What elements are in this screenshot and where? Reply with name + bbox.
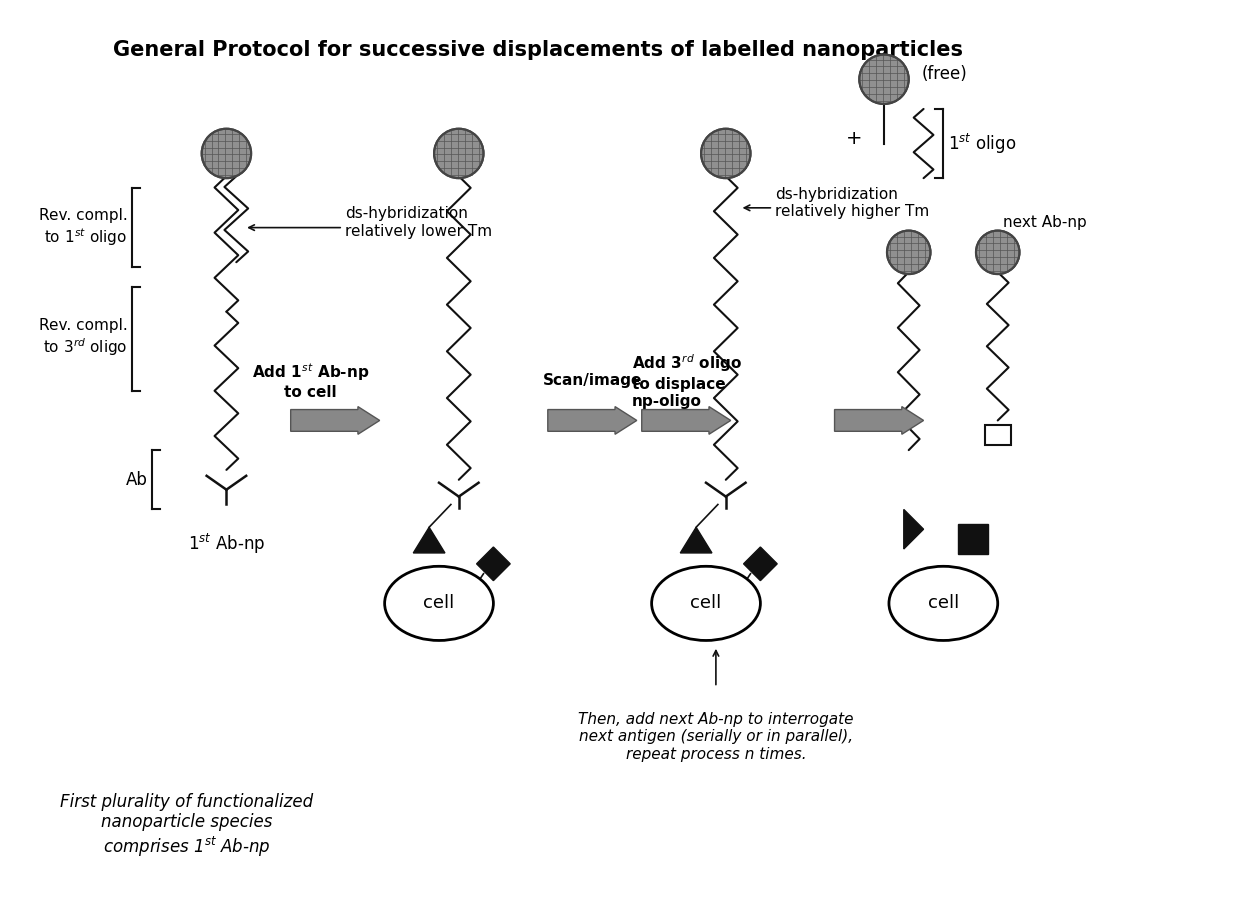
Text: ds-hybridization
relatively lower Tm: ds-hybridization relatively lower Tm <box>345 207 492 239</box>
Text: ds-hybridization
relatively higher Tm: ds-hybridization relatively higher Tm <box>775 187 930 219</box>
Polygon shape <box>476 547 510 581</box>
Text: (free): (free) <box>921 65 967 84</box>
Text: 1$^{st}$ oligo: 1$^{st}$ oligo <box>949 131 1017 155</box>
Text: Ab: Ab <box>125 471 148 489</box>
Circle shape <box>701 129 750 178</box>
Text: Rev. compl.
to 1$^{st}$ oligo: Rev. compl. to 1$^{st}$ oligo <box>38 208 128 247</box>
Text: 1$^{st}$ Ab-np: 1$^{st}$ Ab-np <box>187 532 265 556</box>
Ellipse shape <box>889 566 998 641</box>
Text: First plurality of functionalized
nanoparticle species
comprises 1$^{st}$ Ab-np: First plurality of functionalized nanopa… <box>61 792 314 859</box>
Circle shape <box>887 231 930 274</box>
Circle shape <box>976 231 1019 274</box>
Text: Add 3$^{rd}$ oligo
to displace
np-oligo: Add 3$^{rd}$ oligo to displace np-oligo <box>632 353 742 409</box>
Text: Scan/image: Scan/image <box>543 373 642 389</box>
Ellipse shape <box>652 566 760 641</box>
Polygon shape <box>744 547 777 581</box>
Text: Rev. compl.
to 3$^{rd}$ oligo: Rev. compl. to 3$^{rd}$ oligo <box>38 318 128 358</box>
Polygon shape <box>681 528 712 553</box>
Polygon shape <box>904 509 924 549</box>
Text: cell: cell <box>691 595 722 612</box>
FancyArrow shape <box>290 406 379 435</box>
Circle shape <box>202 129 252 178</box>
Circle shape <box>434 129 484 178</box>
Text: next Ab-np: next Ab-np <box>1003 215 1086 230</box>
Bar <box>985 425 1011 445</box>
Ellipse shape <box>384 566 494 641</box>
Polygon shape <box>413 528 445 553</box>
FancyArrow shape <box>642 406 730 435</box>
Polygon shape <box>959 524 988 554</box>
Circle shape <box>859 54 909 104</box>
FancyArrow shape <box>835 406 924 435</box>
Text: +: + <box>846 129 863 148</box>
Text: Add 1$^{st}$ Ab-np
to cell: Add 1$^{st}$ Ab-np to cell <box>252 361 370 401</box>
Text: cell: cell <box>423 595 455 612</box>
Text: Then, add next Ab-np to interrogate
next antigen (serially or in parallel),
repe: Then, add next Ab-np to interrogate next… <box>578 712 853 762</box>
Text: cell: cell <box>928 595 959 612</box>
Text: General Protocol for successive displacements of labelled nanoparticles: General Protocol for successive displace… <box>113 40 963 60</box>
FancyArrow shape <box>548 406 637 435</box>
